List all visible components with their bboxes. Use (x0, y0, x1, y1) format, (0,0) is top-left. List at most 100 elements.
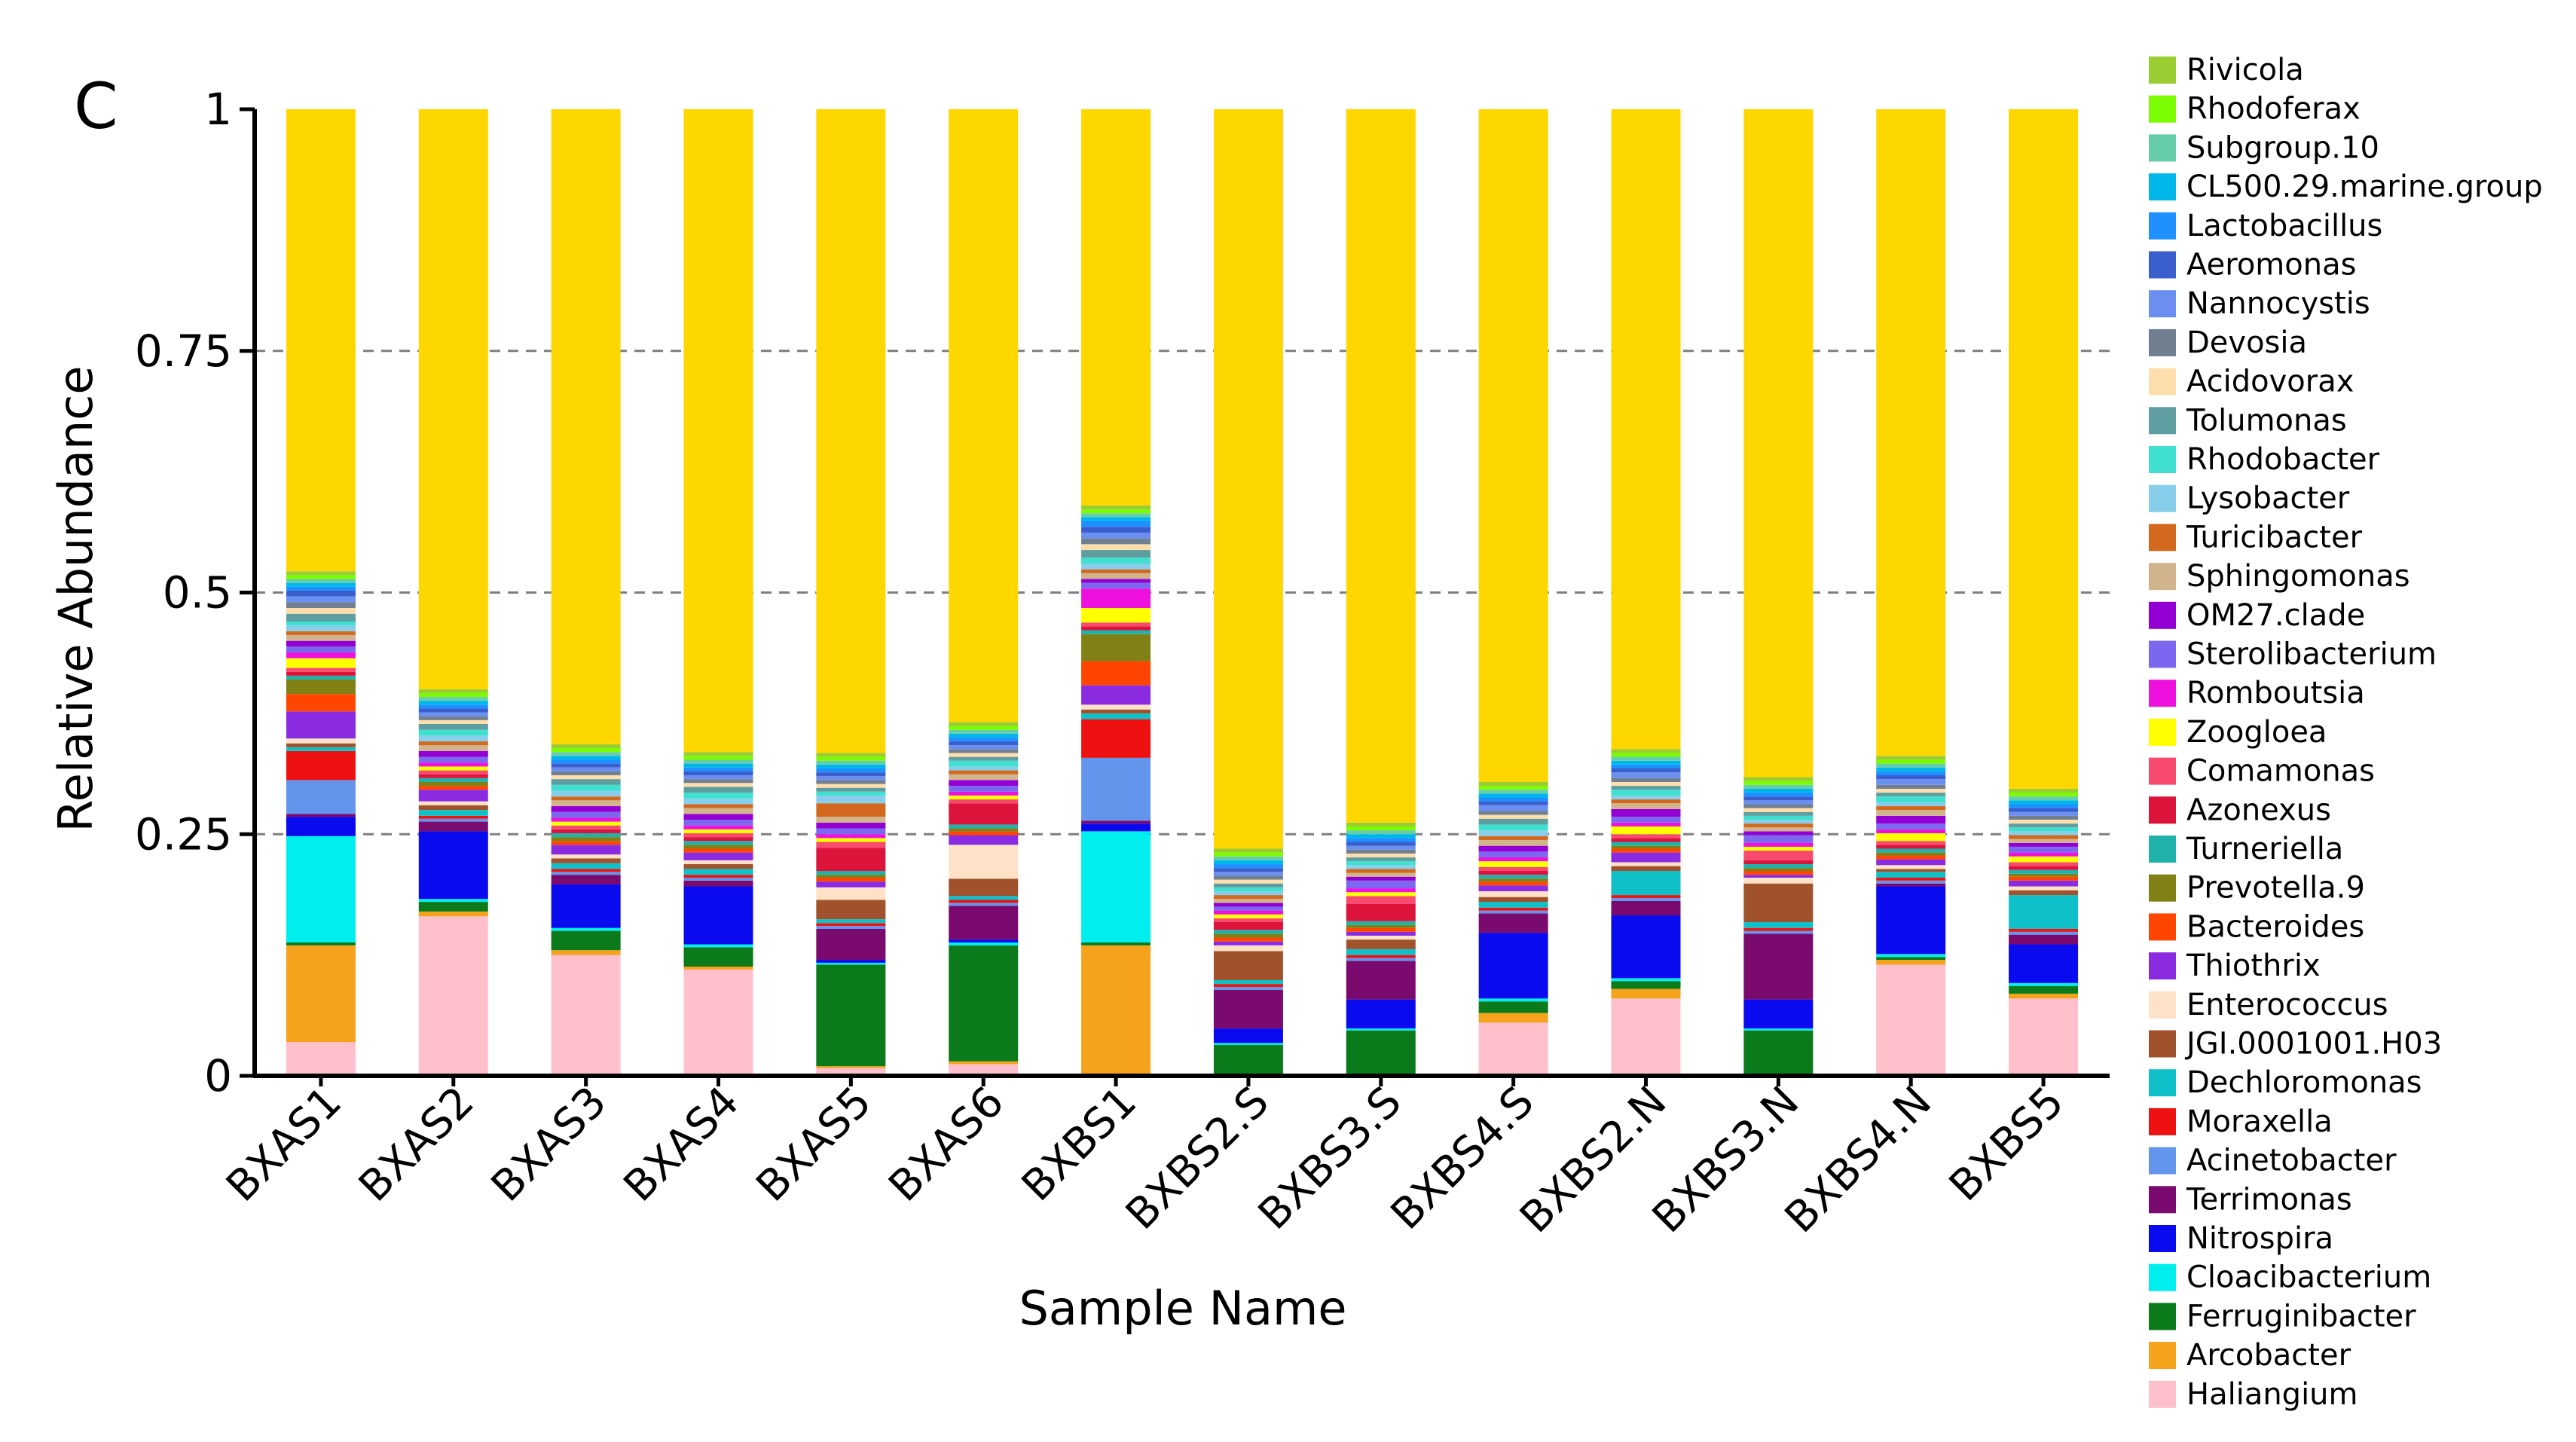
bar-segment (1611, 749, 1681, 753)
bar-segment (1478, 814, 1548, 819)
bar-segment (816, 871, 886, 875)
bar-segment (1743, 846, 1814, 851)
legend-swatch (2149, 796, 2176, 824)
bar-segment (1213, 868, 1283, 872)
bar-segment (816, 795, 886, 804)
bar-segment (2009, 890, 2079, 896)
bar-segment (1611, 808, 1681, 817)
bar-segment (1743, 922, 1814, 928)
bar-segment (816, 842, 886, 848)
bar-segment (1611, 803, 1681, 809)
bar-segment (2009, 831, 2079, 836)
bar-segment (1611, 915, 1681, 979)
bar-segment (286, 738, 356, 744)
bar-segment (551, 744, 621, 749)
legend-label: JGI.0001001.H03 (2184, 1027, 2442, 1062)
bar-segment (1346, 921, 1416, 925)
bar-segment (816, 822, 886, 829)
bar-segment (1478, 1022, 1548, 1076)
bar-segment (1213, 895, 1283, 900)
legend-label: Dechloromonas (2186, 1065, 2422, 1100)
bar-segment (1081, 608, 1151, 623)
bar-segment (1743, 933, 1814, 1000)
bar-segment (1478, 885, 1548, 891)
legend-label: Ferruginibacter (2186, 1299, 2416, 1334)
bar-segment (949, 786, 1019, 792)
bar-segment (286, 571, 356, 576)
bar-segment (1478, 910, 1548, 914)
bar-segment (1743, 800, 1814, 805)
bar-segment (1478, 818, 1548, 825)
bar-segment (816, 772, 886, 777)
bar-segment (949, 109, 1019, 723)
bar-segment (683, 825, 753, 829)
bar-segment (1346, 109, 1416, 823)
bar-segment (1081, 579, 1151, 583)
bar-segment (816, 887, 886, 900)
bar-segment (1346, 834, 1416, 839)
bar-segment (418, 692, 488, 698)
bar-segment (418, 831, 488, 900)
legend-label: Turneriella (2186, 832, 2343, 866)
bar-segment (1611, 764, 1681, 769)
bar-segment (286, 596, 356, 603)
bar-segment (1346, 826, 1416, 831)
bar-segment (286, 652, 356, 658)
bar-segment (949, 741, 1019, 746)
bar-segment (1743, 842, 1814, 847)
bar-segment (1743, 875, 1814, 878)
legend-swatch (2149, 484, 2176, 512)
bar-segment (286, 814, 356, 817)
bar-segment (1346, 924, 1416, 928)
bar-segment (2009, 808, 2079, 812)
bar-segment (949, 939, 1019, 942)
bar-segment (1876, 763, 1946, 768)
bar-segment (1478, 805, 1548, 811)
bar-segment (1611, 817, 1681, 823)
bar-segment (1213, 951, 1283, 980)
bar-segment (949, 845, 1019, 879)
bar-segment (816, 964, 886, 1067)
bar-segment (1611, 790, 1681, 796)
bar-segment (1081, 532, 1151, 539)
bar-segment (1081, 521, 1151, 527)
bar-segment (1743, 109, 1814, 778)
bar-segment (2009, 856, 2079, 863)
legend-label: Rhodobacter (2186, 442, 2380, 477)
bar-segment (949, 791, 1019, 796)
bar-segment (286, 679, 356, 695)
bar-segment (1213, 887, 1283, 891)
bar-segment (1081, 513, 1151, 518)
bar-segment (286, 694, 356, 712)
y-tick-label: 0.25 (135, 808, 232, 860)
bar-segment (1743, 793, 1814, 797)
legend-swatch (2149, 1380, 2176, 1408)
bar-segment (816, 768, 886, 773)
bar-segment (683, 759, 753, 764)
bar-segment (1876, 793, 1946, 797)
bar-segment (418, 766, 488, 771)
bar-segment (1876, 771, 1946, 775)
bar-segment (1081, 538, 1151, 545)
bar-segment (1743, 788, 1814, 793)
y-tick-label: 0.75 (135, 325, 232, 377)
bar-segment (2009, 804, 2079, 808)
bar-segment (1081, 527, 1151, 533)
bar-segment (683, 763, 753, 768)
bar-segment (2009, 998, 2079, 1076)
legend-label: Lysobacter (2186, 481, 2350, 516)
bar-segment (816, 834, 886, 839)
bar-segment (1081, 582, 1151, 589)
bar-segment (418, 723, 488, 730)
bar-segment (418, 719, 488, 724)
legend-label: Rivicola (2186, 53, 2304, 87)
bar-segment (1611, 822, 1681, 826)
bar-segment (1213, 1043, 1283, 1045)
bar-segment (1478, 1001, 1548, 1013)
bar-segment (551, 817, 621, 822)
bar-segment (816, 923, 886, 927)
bar-segment (1081, 709, 1151, 713)
bar-segment (1611, 786, 1681, 790)
bar-segment (551, 930, 621, 951)
bar-segment (949, 835, 1019, 845)
